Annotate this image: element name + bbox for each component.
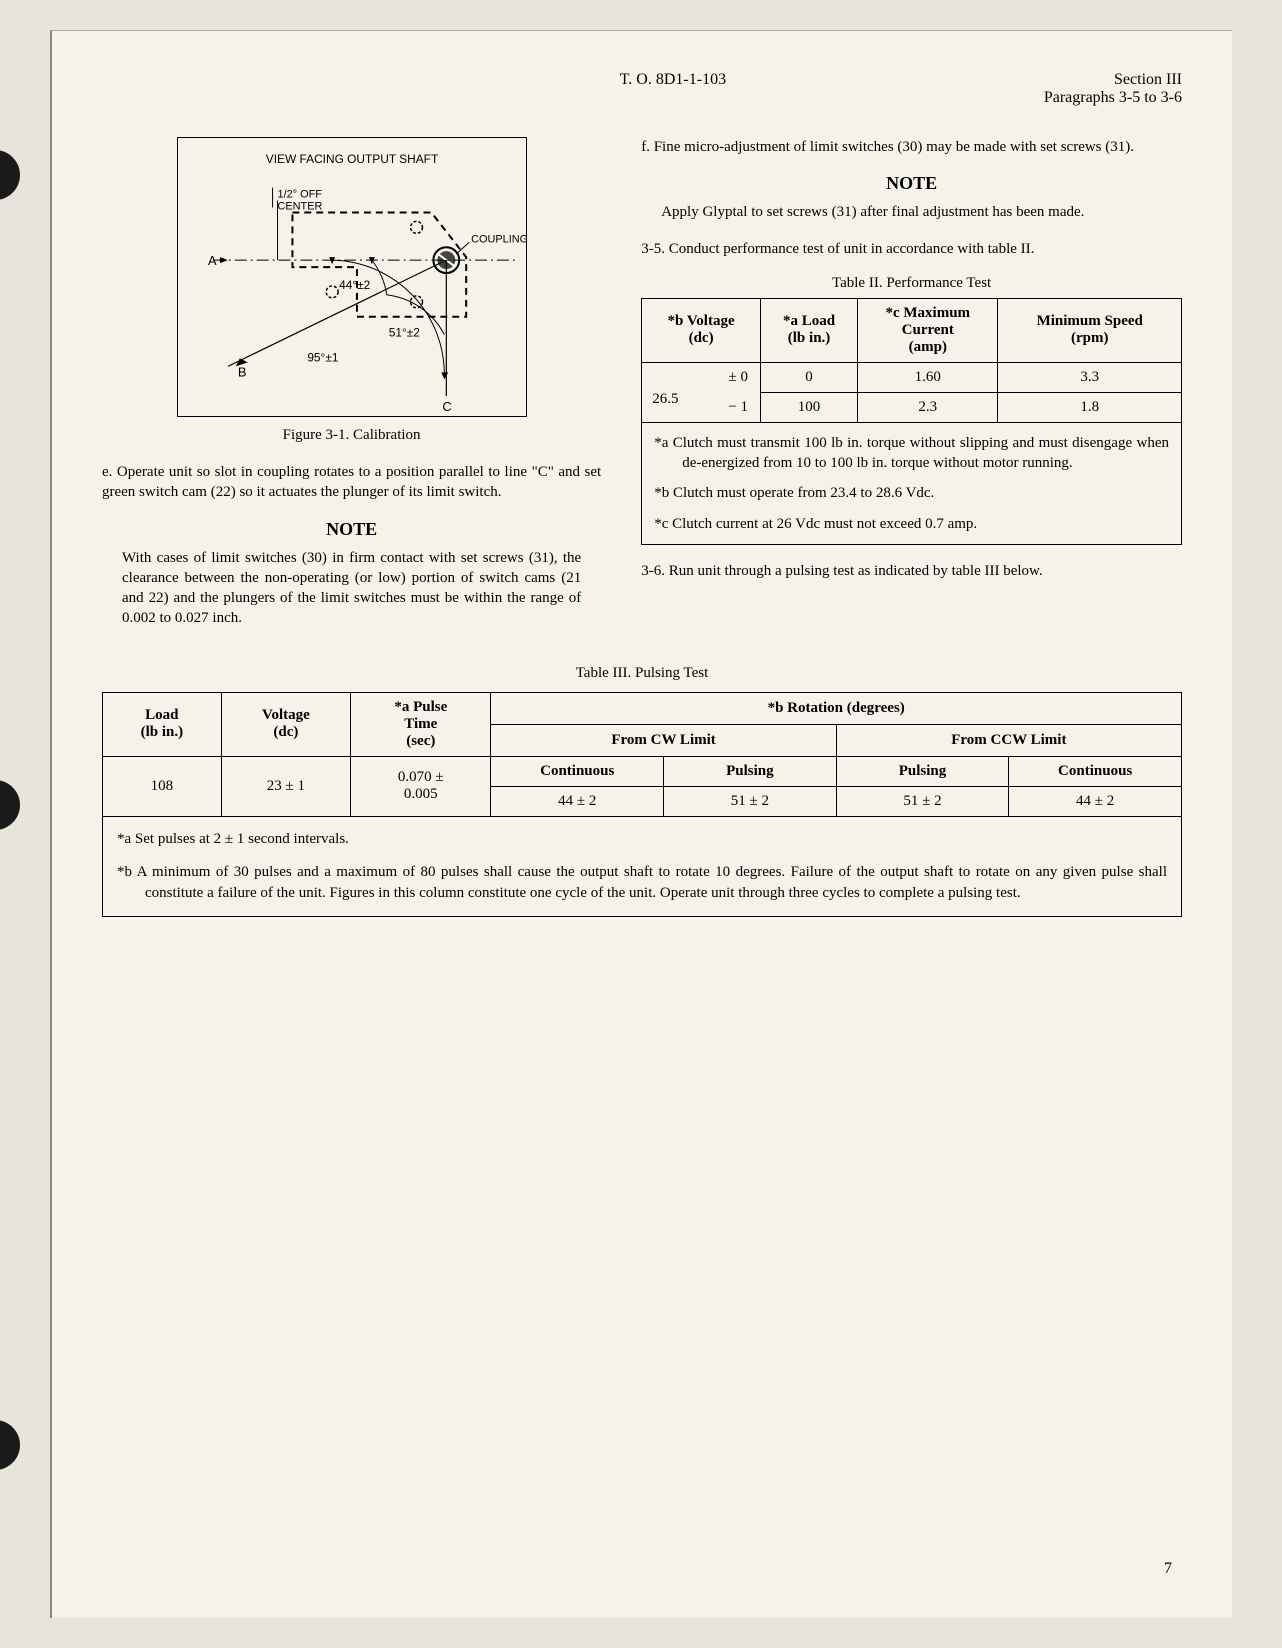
table2-title: Table II. Performance Test — [641, 275, 1182, 292]
td-load: 0 — [760, 362, 857, 392]
th-current: *c MaximumCurrent(amp) — [858, 298, 998, 362]
th-pulse: *a PulseTime(sec) — [351, 692, 491, 756]
th-speed: Minimum Speed(rpm) — [998, 298, 1182, 362]
page-number: 7 — [1164, 1560, 1172, 1578]
td-pulse: 0.070 ±0.005 — [351, 756, 491, 816]
screw-hole-icon — [410, 296, 422, 308]
td-voltage: ± 0 26.5 − 1 — [642, 362, 761, 422]
td-ccw-cont: 44 ± 2 — [1009, 786, 1182, 816]
table3-notes: *a Set pulses at 2 ± 1 second intervals.… — [102, 817, 1182, 917]
binder-hole — [0, 780, 20, 830]
table2-notes: *a Clutch must transmit 100 lb in. torqu… — [641, 423, 1182, 545]
label-a: A — [208, 253, 217, 268]
th-rotation: *b Rotation (degrees) — [491, 692, 1182, 724]
table3-note-b: *b A minimum of 30 pulses and a maximum … — [117, 862, 1167, 904]
table2-note-b: *b Clutch must operate from 23.4 to 28.6… — [654, 483, 1169, 503]
note-text-1: With cases of limit switches (30) in fir… — [122, 548, 581, 629]
table-header-row: 108 23 ± 1 0.070 ±0.005 Continuous Pulsi… — [103, 756, 1182, 786]
td-voltage: 23 ± 1 — [221, 756, 350, 816]
td-cw-puls: 51 ± 2 — [664, 786, 837, 816]
pulsing-test-table: Load(lb in.) Voltage(dc) *a PulseTime(se… — [102, 692, 1182, 817]
para-f: f. Fine micro-adjustment of limit switch… — [641, 137, 1182, 157]
screw-hole-icon — [326, 286, 338, 298]
label-b: B — [237, 364, 246, 379]
right-column: f. Fine micro-adjustment of limit switch… — [641, 137, 1182, 645]
off-center-label: 1/2° OFF CENTER — [277, 189, 324, 213]
binder-hole — [0, 150, 20, 200]
para-3-5: 3-5. Conduct performance test of unit in… — [641, 239, 1182, 259]
doc-id: T. O. 8D1-1-103 — [302, 71, 1044, 107]
para-3-6: 3-6. Run unit through a pulsing test as … — [641, 561, 1182, 581]
th-load: Load(lb in.) — [103, 692, 222, 756]
note-heading-1: NOTE — [102, 519, 601, 540]
th-pulsing: Pulsing — [664, 756, 837, 786]
table3-note-a: *a Set pulses at 2 ± 1 second intervals. — [117, 829, 1167, 850]
para-e: e. Operate unit so slot in coupling rota… — [102, 462, 601, 503]
screw-hole-icon — [410, 221, 422, 233]
table2-note-c: *c Clutch current at 26 Vdc must not exc… — [654, 514, 1169, 534]
coupling-label: COUPLING — [471, 233, 526, 245]
th-continuous: Continuous — [1009, 756, 1182, 786]
angle-44-label: 44°±2 — [339, 278, 371, 292]
td-ccw-puls: 51 ± 2 — [836, 786, 1009, 816]
td-load: 108 — [103, 756, 222, 816]
td-cw-cont: 44 ± 2 — [491, 786, 664, 816]
td-current: 1.60 — [858, 362, 998, 392]
note-heading-2: NOTE — [641, 173, 1182, 194]
table2-note-a: *a Clutch must transmit 100 lb in. torqu… — [654, 433, 1169, 474]
td-current: 2.3 — [858, 392, 998, 422]
td-load: 100 — [760, 392, 857, 422]
table-row: ± 0 26.5 − 1 0 1.60 3.3 — [642, 362, 1182, 392]
arrow-a — [220, 257, 228, 263]
page-container: T. O. 8D1-1-103 Section III Paragraphs 3… — [50, 30, 1232, 1618]
th-ccw: From CCW Limit — [836, 724, 1181, 756]
calibration-diagram: VIEW FACING OUTPUT SHAFT — [177, 137, 527, 417]
angle-95-label: 95°±1 — [307, 350, 339, 364]
diagram-title: VIEW FACING OUTPUT SHAFT — [265, 152, 437, 166]
section-label: Section III — [1044, 71, 1182, 89]
th-pulsing: Pulsing — [836, 756, 1009, 786]
th-continuous: Continuous — [491, 756, 664, 786]
table-header-row: Load(lb in.) Voltage(dc) *a PulseTime(se… — [103, 692, 1182, 724]
td-speed: 1.8 — [998, 392, 1182, 422]
th-cw: From CW Limit — [491, 724, 836, 756]
header-right: Section III Paragraphs 3-5 to 3-6 — [1044, 71, 1182, 107]
paragraphs-label: Paragraphs 3-5 to 3-6 — [1044, 89, 1182, 107]
th-load: *a Load(lb in.) — [760, 298, 857, 362]
left-column: VIEW FACING OUTPUT SHAFT — [102, 137, 601, 645]
page-header: T. O. 8D1-1-103 Section III Paragraphs 3… — [102, 71, 1182, 107]
figure-caption: Figure 3-1. Calibration — [102, 427, 601, 444]
label-c: C — [442, 399, 451, 414]
diagram-svg: VIEW FACING OUTPUT SHAFT — [178, 138, 526, 416]
table3-title: Table III. Pulsing Test — [102, 665, 1182, 682]
th-voltage: *b Voltage(dc) — [642, 298, 761, 362]
note-text-2: Apply Glyptal to set screws (31) after f… — [661, 202, 1162, 222]
td-speed: 3.3 — [998, 362, 1182, 392]
performance-test-table: *b Voltage(dc) *a Load(lb in.) *c Maximu… — [641, 298, 1182, 423]
binder-hole — [0, 1420, 20, 1470]
two-column-layout: VIEW FACING OUTPUT SHAFT — [102, 137, 1182, 645]
th-voltage: Voltage(dc) — [221, 692, 350, 756]
table-header-row: *b Voltage(dc) *a Load(lb in.) *c Maximu… — [642, 298, 1182, 362]
angle-51-label: 51°±2 — [388, 326, 420, 340]
